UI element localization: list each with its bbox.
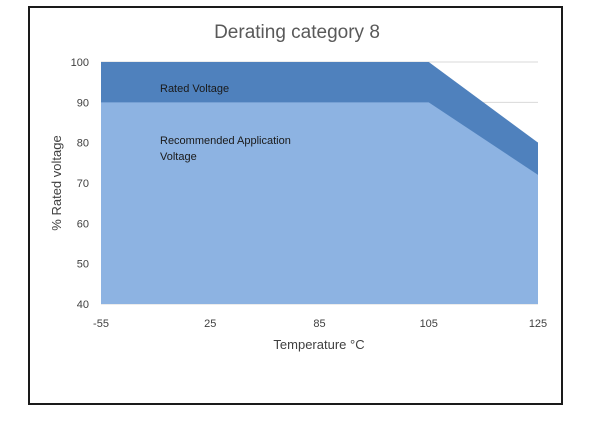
y-tick-40: 40	[77, 299, 89, 311]
chart-title: Derating category 8	[214, 22, 380, 43]
y-tick-labels: 40 50 60 70 80 90 100	[71, 57, 89, 311]
annotation-recommended-line2: Voltage	[160, 151, 197, 163]
x-tick-105: 105	[420, 318, 438, 330]
annotation-recommended-line1: Recommended Application	[160, 135, 291, 147]
x-tick-25: 25	[204, 318, 216, 330]
plot-areas	[101, 62, 538, 304]
area-series-2	[101, 102, 538, 304]
annotation-rated-voltage: Rated Voltage	[160, 83, 229, 95]
y-tick-100: 100	[71, 57, 89, 69]
x-tick-85: 85	[313, 318, 325, 330]
x-tick--55: -55	[93, 318, 109, 330]
y-tick-80: 80	[77, 138, 89, 150]
x-axis-label: Temperature °C	[273, 337, 364, 352]
x-tick-labels: -55 25 85 105 125	[93, 318, 547, 330]
y-tick-90: 90	[77, 97, 89, 109]
x-tick-125: 125	[529, 318, 547, 330]
y-axis-label: % Rated voltage	[49, 135, 64, 230]
y-tick-60: 60	[77, 218, 89, 230]
y-tick-50: 50	[77, 259, 89, 271]
y-tick-70: 70	[77, 178, 89, 190]
